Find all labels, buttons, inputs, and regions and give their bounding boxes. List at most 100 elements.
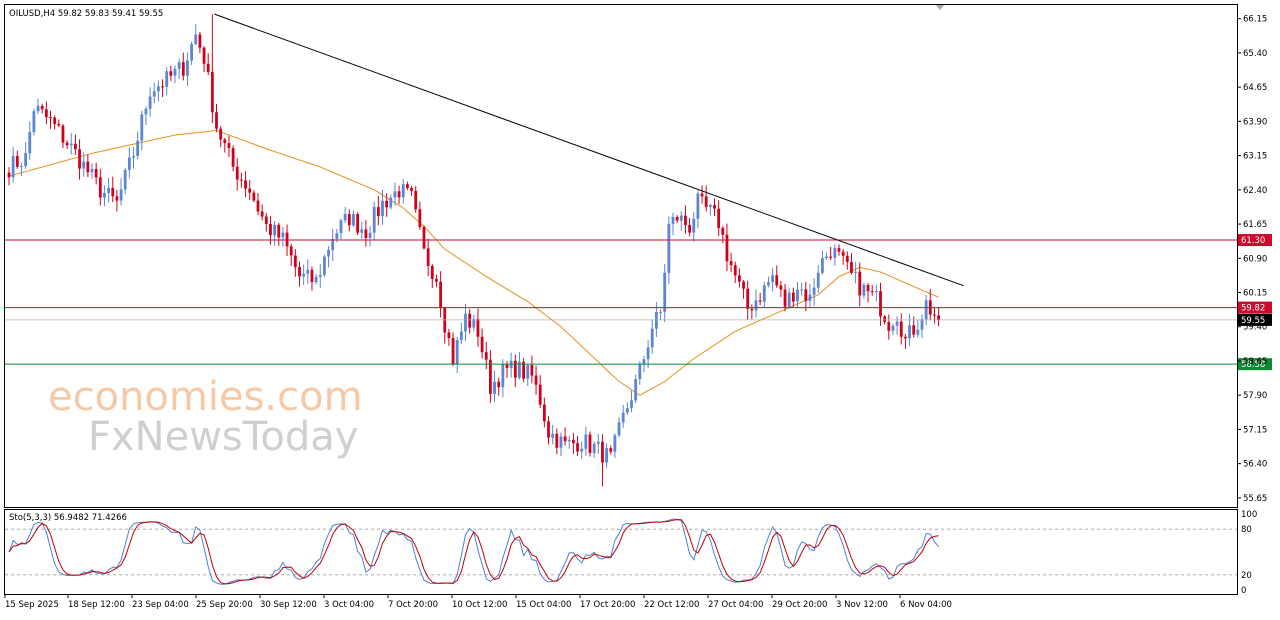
candle-body	[314, 276, 318, 283]
bullish-candle	[663, 263, 667, 323]
bullish-candle	[891, 323, 895, 336]
time-tick-label: 15 Oct 04:00	[516, 600, 571, 610]
candle-body	[592, 443, 596, 453]
bearish-candle	[684, 205, 687, 234]
candle-body	[874, 291, 878, 293]
bearish-candle	[74, 134, 77, 156]
time-tick-label: 15 Sep 2025	[5, 600, 59, 610]
candle-body	[908, 325, 911, 339]
bearish-candle	[376, 195, 380, 226]
bearish-candle	[841, 248, 845, 265]
candle-body	[318, 274, 322, 277]
bearish-candle	[264, 212, 268, 232]
bullish-candle	[136, 131, 140, 160]
bullish-candle	[767, 276, 770, 288]
bullish-candle	[592, 441, 596, 458]
candle-body	[144, 108, 148, 115]
bullish-candle	[11, 146, 15, 183]
price-tick-label: 61.65	[1243, 220, 1267, 230]
candle-body	[451, 338, 455, 365]
candle-body	[812, 287, 816, 295]
candle-body	[227, 143, 231, 149]
bullish-candle	[190, 41, 193, 66]
resistance-level-tag	[1238, 234, 1272, 247]
candle-body	[912, 325, 916, 335]
bullish-candle	[273, 221, 276, 246]
candle-body	[7, 172, 11, 178]
candle-body	[700, 193, 704, 197]
bullish-candle	[825, 252, 828, 260]
bearish-candle	[210, 14, 214, 124]
candle-body	[335, 233, 339, 239]
bearish-candle	[223, 137, 227, 153]
candle-body	[173, 68, 177, 76]
candle-body	[493, 381, 496, 394]
candle-body	[74, 143, 77, 150]
bullish-candle	[82, 152, 86, 177]
bearish-candle	[758, 292, 762, 306]
candle-body	[339, 220, 343, 234]
candle-body	[44, 109, 48, 118]
bearish-candle	[406, 181, 409, 191]
bearish-candle	[779, 281, 783, 298]
bullish-candle	[123, 167, 127, 195]
bearish-candle	[704, 185, 708, 212]
bearish-candle	[418, 201, 422, 230]
resistance-level-tag	[1238, 301, 1272, 314]
candle-body	[323, 256, 326, 275]
candle-body	[447, 332, 451, 339]
bullish-candle	[186, 52, 189, 86]
candle-body	[758, 300, 762, 302]
bearish-candle	[277, 222, 281, 246]
bearish-candle	[717, 200, 721, 237]
candle-body	[489, 359, 492, 394]
bearish-candle	[86, 154, 90, 178]
time-tick-label: 17 Oct 20:00	[580, 600, 635, 610]
bearish-candle	[522, 358, 525, 383]
candle-body	[98, 177, 102, 198]
candle-body	[866, 284, 870, 292]
bullish-candle	[796, 282, 799, 308]
price-tick-label: 64.65	[1243, 83, 1267, 93]
candle-body	[742, 281, 745, 289]
bearish-candle	[850, 253, 853, 275]
price-axis: 66.15 65.40 64.65 63.90 63.15 62.40 61.65 60.90…	[1237, 15, 1267, 504]
bullish-candle	[381, 189, 384, 225]
bullish-candle	[613, 433, 617, 458]
bearish-candle	[206, 53, 210, 76]
bullish-candle	[107, 177, 110, 203]
bearish-candle	[870, 285, 874, 296]
bearish-candle	[44, 101, 48, 125]
bearish-candle	[244, 171, 247, 197]
candle-body	[659, 311, 662, 313]
candle-body	[787, 292, 791, 307]
bullish-candle	[352, 210, 355, 228]
candle-body	[497, 381, 501, 388]
bearish-candle	[235, 158, 239, 191]
bullish-candle	[472, 314, 476, 332]
candle-body	[165, 71, 169, 87]
bullish-candle	[812, 277, 816, 306]
candle-body	[596, 441, 600, 444]
candle-body	[186, 60, 189, 76]
time-tick-label: 7 Oct 20:00	[388, 600, 438, 610]
candle-body	[605, 448, 608, 463]
bearish-candle	[563, 427, 567, 446]
bullish-candle	[667, 216, 671, 284]
bullish-candle	[650, 319, 654, 354]
bearish-candle	[40, 103, 44, 114]
candle-body	[729, 261, 733, 266]
candle-body	[895, 321, 899, 326]
bearish-candle	[231, 145, 235, 172]
bullish-candle	[119, 178, 123, 206]
bullish-candle	[360, 221, 364, 239]
candle-body	[69, 143, 73, 146]
bearish-candle	[489, 350, 492, 403]
candle-body	[15, 156, 19, 167]
candle-body	[899, 321, 903, 337]
candle-body	[389, 197, 393, 208]
bearish-candle	[169, 65, 173, 82]
bearish-candle	[547, 416, 550, 445]
bullish-candle	[646, 340, 650, 369]
